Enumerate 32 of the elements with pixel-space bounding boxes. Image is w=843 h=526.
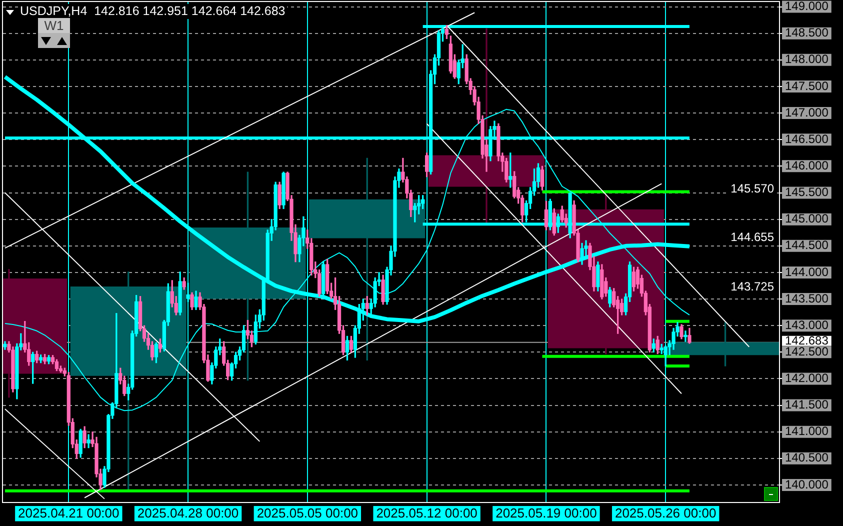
y2-tick-label: 143.725	[730, 279, 774, 294]
ref-line-label: 142.683	[785, 333, 829, 348]
y2-tick-label: 145.570	[730, 181, 774, 196]
y-tick-label: 149.000	[785, 0, 829, 14]
y-tick-label: 144.000	[785, 264, 829, 279]
y-tick-label: 140.000	[785, 477, 829, 492]
y-tick-label: 148.500	[785, 26, 829, 40]
x-tick-label: 2025.05.05 00:00	[256, 506, 358, 521]
y-tick-label: 146.000	[785, 158, 829, 172]
y-tick-label: 146.500	[785, 132, 829, 146]
y-tick-label: 143.000	[785, 318, 829, 332]
y-tick-label: 143.500	[785, 291, 829, 306]
x-tick-label: 2025.04.21 00:00	[18, 506, 120, 521]
x-tick-label: 2025.05.26 00:00	[614, 506, 716, 521]
chart-title: USDJPY,H4 142.816 142.951 142.664 142.683	[20, 4, 288, 19]
y-tick-label: 142.000	[785, 371, 829, 386]
y-tick-label: 147.500	[785, 78, 829, 93]
y-tick-label: 145.500	[785, 185, 829, 200]
y2-tick-label: 144.655	[730, 230, 774, 244]
y-tick-label: 145.000	[785, 212, 829, 226]
x-tick-label: 2025.05.19 00:00	[496, 506, 597, 521]
y-tick-label: 144.500	[785, 238, 829, 252]
y-tick-label: 141.000	[785, 424, 829, 438]
y-tick-label: 140.500	[785, 450, 829, 465]
x-tick-label: 2025.04.28 00:00	[137, 506, 239, 521]
annotation: W1	[38, 18, 70, 33]
y-tick-label: 141.500	[785, 398, 829, 412]
y-tick-label: 147.000	[785, 105, 829, 120]
y-tick-label: 148.000	[785, 52, 829, 66]
y-tick-label: 142.500	[785, 344, 829, 358]
button-panel: W1	[38, 18, 70, 48]
x-tick-label: 2025.05.12 00:00	[376, 506, 478, 521]
